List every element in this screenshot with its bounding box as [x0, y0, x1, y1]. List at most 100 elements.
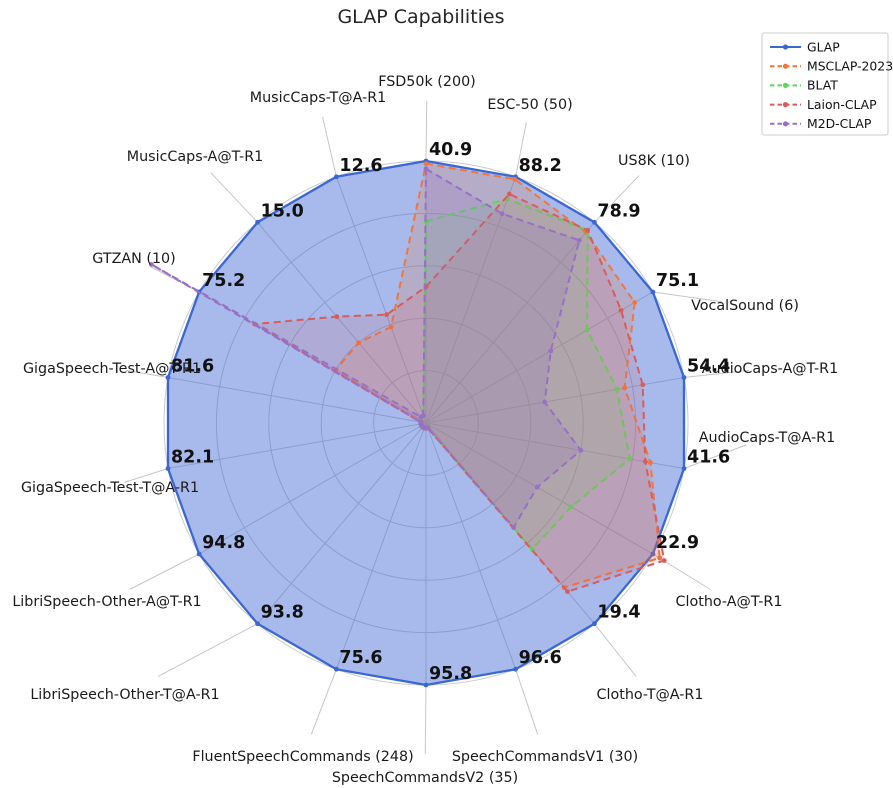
axis-label-11: FluentSpeechCommands (248)	[192, 749, 413, 765]
axis-leader-line	[210, 172, 258, 223]
vertex-value-label: 81.6	[171, 357, 214, 377]
series-marker-glap	[681, 466, 687, 471]
grid-spoke	[425, 422, 517, 670]
vertex-value-label: 88.2	[519, 156, 562, 176]
series-marker-laion-clap	[506, 191, 512, 197]
legend-marker	[782, 102, 789, 108]
axis-leader-line	[683, 369, 749, 379]
axis-leader-line	[129, 553, 200, 590]
series-fill-msclap-2023	[335, 163, 660, 588]
series-marker-m2d-clap	[149, 262, 154, 267]
series-marker-m2d-clap	[418, 419, 424, 425]
grid-spoke	[198, 422, 427, 555]
series-layer	[149, 158, 687, 688]
series-marker-glap	[255, 219, 260, 225]
axis-label-17: MusicCaps-A@T-R1	[127, 149, 263, 165]
series-marker-glap	[333, 666, 339, 672]
legend-label: GLAP	[807, 39, 840, 54]
series-marker-laion-clap	[384, 312, 389, 318]
vertex-value-label: 96.6	[519, 648, 562, 668]
axis-leader-line	[683, 444, 747, 469]
series-marker-m2d-clap	[423, 166, 429, 172]
axis-leader-line	[150, 266, 200, 293]
legend-item-glap: GLAP	[770, 39, 840, 54]
axis-leader-line	[157, 623, 258, 677]
grid-spoke	[257, 422, 427, 625]
axis-label-8: Clotho-T@A-R1	[597, 687, 704, 703]
series-marker-glap	[681, 375, 687, 380]
series-marker-glap	[650, 551, 656, 557]
series-marker-m2d-clap	[534, 484, 540, 490]
grid-spoke	[167, 377, 427, 424]
legend-label: Laion-CLAP	[807, 97, 877, 112]
series-marker-laion-clap	[565, 589, 570, 594]
legend-label: BLAT	[807, 78, 838, 93]
grid-spoke	[425, 422, 685, 469]
vertex-value-label: 82.1	[171, 447, 214, 467]
legend-item-msclap-2023: MSCLAP-2023	[770, 59, 893, 74]
grid-spoke	[425, 221, 595, 424]
legend-label: MSCLAP-2023	[807, 59, 893, 74]
legend-marker	[782, 82, 789, 88]
series-marker-glap	[592, 219, 597, 225]
series-marker-glap	[255, 621, 260, 627]
axis-label-1: FSD50k (200)	[378, 74, 476, 90]
series-marker-blat	[568, 504, 574, 510]
series-marker-laion-clap	[618, 307, 624, 313]
axis-label-12: LibriSpeech-Other-T@A-R1	[30, 687, 219, 703]
axis-label-5: AudioCaps-A@T-R1	[702, 361, 838, 377]
legend: GLAP MSCLAP-2023 BLAT Laion-CLAP M2D-CLAP	[761, 32, 893, 136]
axis-label-13: LibriSpeech-Other-A@T-R1	[12, 594, 201, 610]
vertex-value-label: 40.9	[429, 140, 472, 160]
legend-marker	[782, 121, 789, 127]
series-marker-msclap-2023	[356, 340, 362, 346]
axis-label-2: ESC-50 (50)	[487, 97, 572, 113]
series-marker-msclap-2023	[622, 385, 628, 391]
vertex-value-label: 12.6	[339, 156, 382, 176]
legend-label: M2D-CLAP	[807, 116, 872, 131]
series-marker-glap	[333, 174, 339, 180]
series-marker-glap	[165, 375, 171, 380]
vertex-value-label: 94.8	[202, 533, 245, 553]
legend-item-laion-clap: Laion-CLAP	[770, 97, 877, 112]
axis-leader-line	[594, 175, 640, 223]
vertex-value-label: 15.0	[261, 201, 304, 221]
series-fill-blat	[420, 199, 630, 550]
axis-leader-line	[652, 291, 723, 303]
vertex-value-label: 75.2	[202, 271, 245, 291]
series-marker-msclap-2023	[648, 460, 653, 465]
axis-leader-line	[425, 100, 428, 162]
axis-label-18: MusicCaps-T@A-R1	[250, 90, 386, 106]
series-marker-msclap-2023	[657, 555, 663, 561]
vertex-value-label: 19.4	[597, 603, 640, 623]
series-marker-m2d-clap	[576, 237, 582, 243]
series-marker-m2d-clap	[548, 348, 554, 354]
grid-spoke	[425, 176, 517, 424]
axis-leader-line	[124, 468, 169, 483]
series-marker-glap	[196, 551, 202, 557]
vertex-value-label: 78.9	[597, 201, 640, 221]
vertex-value-label: 75.6	[339, 648, 382, 668]
vertex-value-label: 93.8	[261, 603, 304, 623]
grid-spoke	[167, 422, 427, 469]
series-marker-m2d-clap	[511, 524, 516, 530]
axis-leader-line	[125, 369, 169, 378]
axis-leader-line	[594, 623, 637, 677]
series-marker-m2d-clap	[578, 447, 584, 453]
series-marker-blat	[614, 386, 620, 392]
series-fill-m2d-clap	[151, 168, 581, 528]
series-marker-glap	[513, 666, 519, 672]
axis-label-7: Clotho-A@T-R1	[676, 594, 783, 610]
axis-label-3: US8K (10)	[618, 153, 690, 169]
grid-spoke	[425, 291, 654, 424]
series-marker-m2d-clap	[499, 211, 505, 217]
series-marker-msclap-2023	[388, 324, 394, 330]
series-marker-laion-clap	[661, 558, 667, 563]
vertex-value-label: 95.8	[429, 664, 472, 684]
vertex-value-label: 41.6	[687, 447, 730, 467]
axis-label-4: VocalSound (6)	[691, 298, 799, 314]
axis-label-6: AudioCaps-T@A-R1	[699, 430, 835, 446]
series-marker-blat	[584, 327, 590, 333]
